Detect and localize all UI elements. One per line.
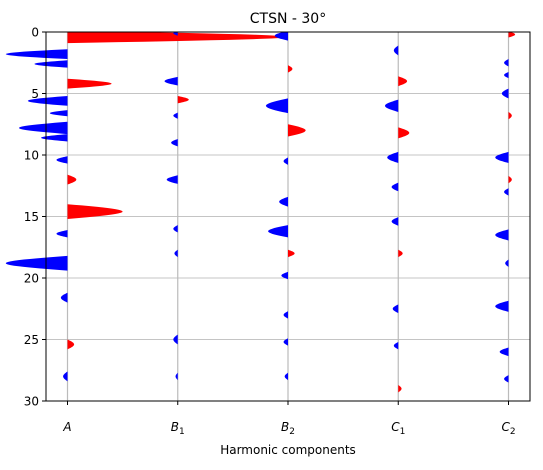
positive-lobe	[508, 32, 516, 38]
x-tick-label: C1	[391, 420, 405, 437]
negative-lobe	[175, 372, 178, 381]
negative-lobe	[504, 71, 509, 79]
x-tick-label: B2	[281, 420, 295, 437]
negative-lobe	[18, 121, 68, 135]
negative-lobe	[391, 182, 399, 192]
y-axis: 0 5 10 15 20 25 30	[24, 26, 46, 409]
negative-lobe	[393, 45, 399, 56]
positive-lobe	[398, 385, 402, 393]
negative-lobe	[56, 230, 68, 238]
negative-lobe	[283, 311, 288, 319]
negative-lobe	[284, 372, 288, 381]
y-tick-label: 25	[24, 333, 39, 347]
y-tick-label: 20	[24, 272, 39, 286]
positive-lobe	[67, 339, 75, 350]
negative-lobe	[495, 300, 509, 312]
negative-lobe	[495, 229, 509, 241]
x-tick-label: C2	[501, 420, 515, 437]
x-axis: A B1 B2 C1 C2	[62, 401, 516, 437]
negative-lobe	[393, 341, 399, 350]
negative-lobe	[173, 32, 178, 36]
positive-lobe	[67, 174, 77, 185]
negative-lobe	[63, 371, 68, 382]
positive-lobe	[177, 95, 189, 104]
negative-lobe	[391, 217, 399, 226]
component-lobes	[5, 32, 516, 393]
negative-lobe	[268, 225, 288, 238]
y-tick-label: 10	[24, 149, 39, 163]
negative-lobe	[166, 175, 178, 184]
negative-lobe	[174, 249, 178, 258]
positive-lobe	[398, 249, 403, 258]
positive-lobe	[288, 65, 293, 73]
negative-lobe	[385, 99, 399, 112]
negative-lobe	[173, 112, 178, 119]
negative-lobe	[505, 259, 509, 267]
positive-lobe	[508, 175, 512, 184]
negative-lobe	[34, 60, 68, 68]
negative-lobe	[274, 32, 288, 41]
x-tick-label: A	[62, 420, 71, 434]
negative-lobe	[279, 196, 288, 207]
positive-lobe	[67, 78, 112, 89]
positive-lobe	[288, 124, 306, 137]
negative-lobe	[281, 271, 288, 280]
chart-title: CTSN - 30°	[250, 11, 326, 27]
negative-lobe	[495, 151, 509, 163]
y-tick-label: 0	[31, 26, 39, 40]
negative-lobe	[392, 304, 399, 314]
negative-lobe	[504, 188, 509, 196]
negative-lobe	[49, 110, 68, 117]
negative-lobe	[504, 59, 509, 67]
y-tick-label: 30	[24, 395, 39, 409]
positive-lobe	[398, 76, 408, 87]
y-tick-label: 15	[24, 210, 39, 224]
positive-lobe	[67, 32, 288, 44]
negative-lobe	[283, 157, 288, 165]
positive-lobe	[67, 204, 123, 219]
negative-lobe	[41, 134, 68, 142]
negative-lobe	[501, 88, 509, 99]
negative-lobe	[27, 95, 68, 106]
y-tick-label: 5	[31, 87, 39, 101]
negative-lobe	[5, 49, 68, 60]
negative-lobe	[171, 139, 178, 147]
positive-lobe	[508, 111, 512, 120]
negative-lobe	[499, 347, 509, 357]
negative-lobe	[283, 338, 288, 346]
negative-lobe	[173, 225, 178, 233]
negative-lobe	[5, 255, 68, 271]
negative-lobe	[164, 76, 178, 86]
negative-lobe	[173, 334, 178, 345]
x-tick-label: B1	[171, 420, 185, 437]
positive-lobe	[398, 127, 410, 139]
negative-lobe	[56, 156, 68, 164]
x-axis-label: Harmonic components	[220, 443, 356, 457]
negative-lobe	[265, 98, 288, 114]
negative-lobe	[504, 375, 509, 383]
negative-lobe	[60, 292, 68, 303]
negative-lobe	[387, 151, 399, 163]
positive-lobe	[288, 249, 295, 258]
